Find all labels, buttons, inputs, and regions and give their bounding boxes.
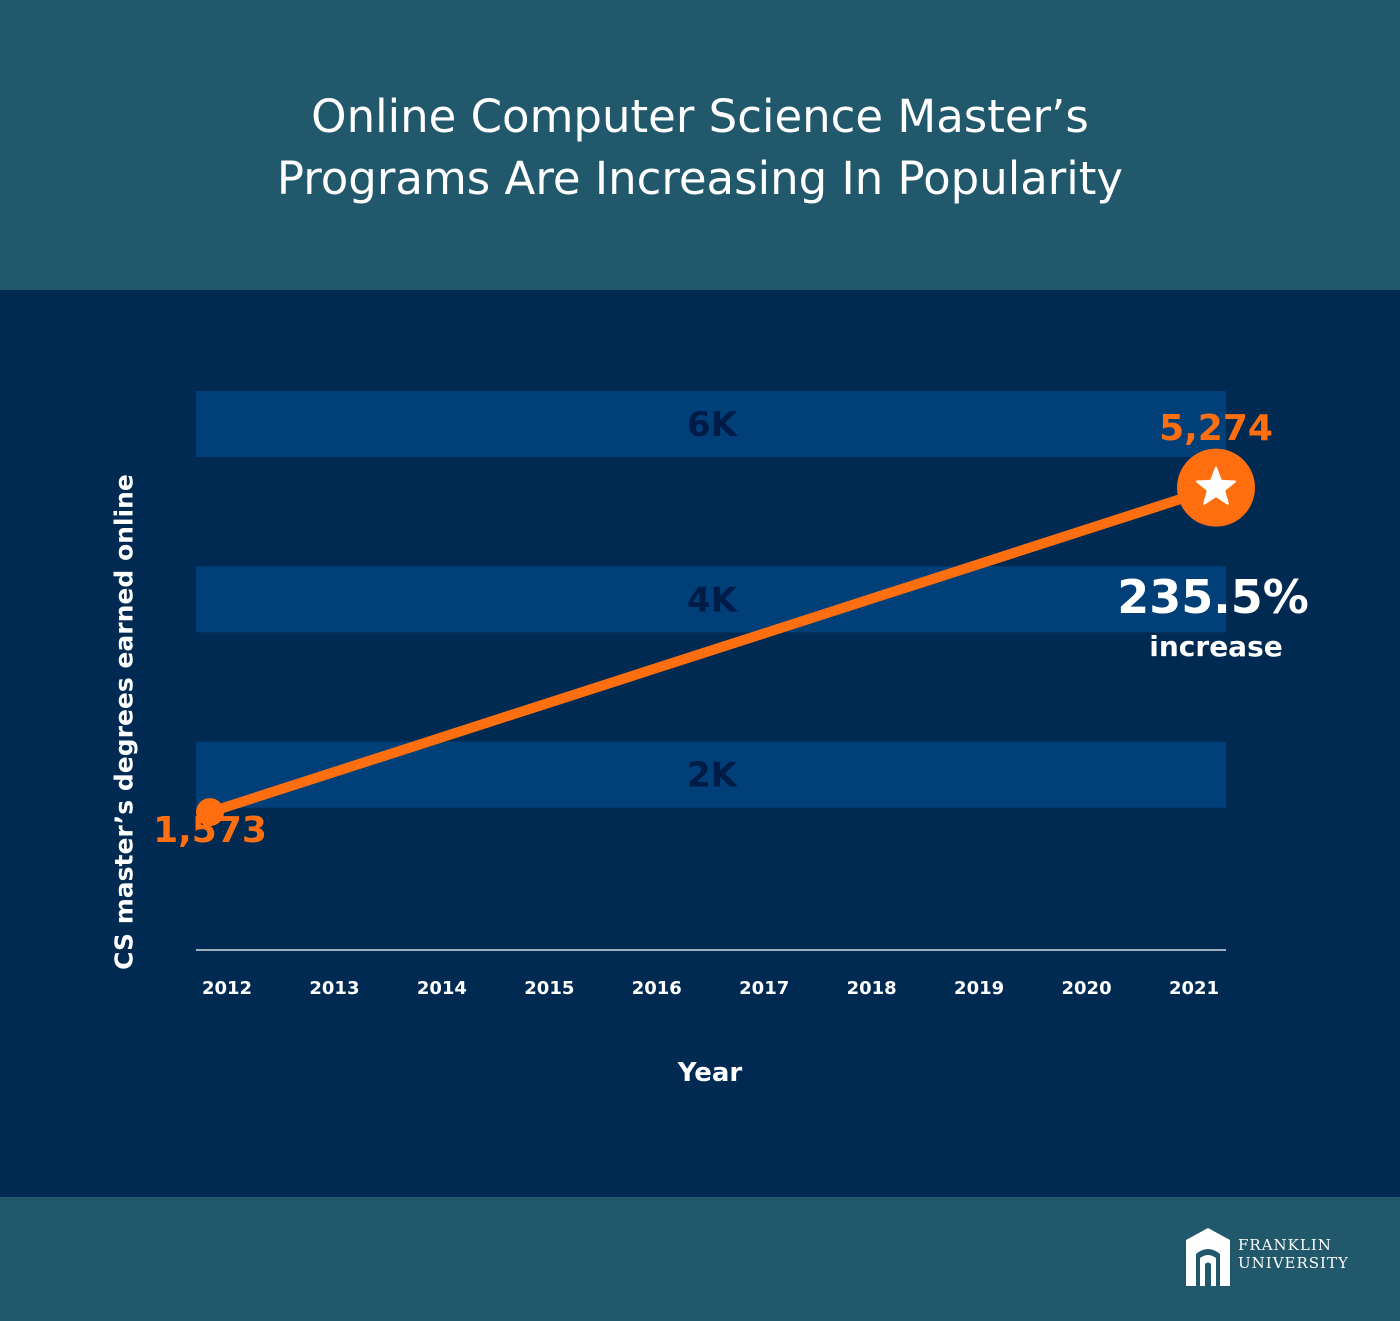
- arch-logo-icon: [1186, 1228, 1230, 1286]
- x-tick-label-2014: 2014: [417, 978, 467, 999]
- grid-band-2k: [196, 741, 1226, 808]
- increase-percent: 235.5%: [1117, 570, 1309, 624]
- x-tick-label-2016: 2016: [632, 978, 682, 999]
- franklin-university-logo: FRANKLIN UNIVERSITY: [1186, 1228, 1366, 1286]
- footer-band: [0, 1197, 1400, 1321]
- chart-title-line-1: Online Computer Science Master’s: [311, 90, 1089, 143]
- data-point-2012: [196, 798, 224, 827]
- star-icon: [1196, 466, 1236, 505]
- chart-title: Online Computer Science Master’s Program…: [0, 86, 1400, 210]
- data-label-2021: 5,274: [1159, 408, 1273, 449]
- x-tick-label-2013: 2013: [309, 978, 359, 999]
- data-label-2012: 1,573: [153, 810, 267, 851]
- increase-label: increase: [1149, 630, 1283, 663]
- y-tick-label-4k: 4K: [687, 580, 739, 620]
- x-tick-label-2012: 2012: [202, 978, 252, 999]
- chart-title-line-2: Programs Are Increasing In Popularity: [276, 152, 1124, 205]
- series-line: [205, 482, 1221, 818]
- x-tick-label-2015: 2015: [524, 978, 574, 999]
- x-tick-label-2020: 2020: [1062, 978, 1112, 999]
- grid-band-4k: [196, 566, 1226, 633]
- x-axis-label: Year: [677, 1058, 743, 1088]
- x-tick-label-2017: 2017: [739, 978, 789, 999]
- x-tick-label-2019: 2019: [954, 978, 1004, 999]
- logo-line-2: UNIVERSITY: [1238, 1254, 1349, 1272]
- logo-line-1: FRANKLIN: [1238, 1236, 1332, 1254]
- y-tick-label-6k: 6K: [687, 405, 739, 445]
- grid-band-6k: [196, 391, 1226, 457]
- x-tick-label-2018: 2018: [847, 978, 897, 999]
- y-tick-label-2k: 2K: [687, 756, 739, 796]
- x-tick-label-2021: 2021: [1169, 978, 1219, 999]
- logo-wordmark: FRANKLIN UNIVERSITY: [1238, 1236, 1349, 1272]
- header-band: Online Computer Science Master’s Program…: [0, 0, 1400, 290]
- y-axis-label: CS master’s degrees earned online: [109, 474, 139, 970]
